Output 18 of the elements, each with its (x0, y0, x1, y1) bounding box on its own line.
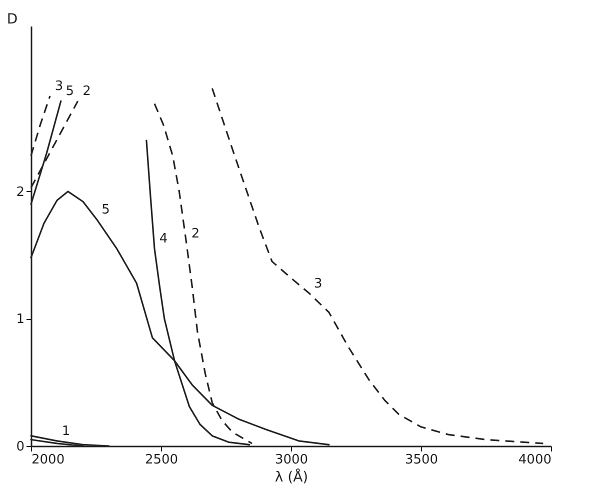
annotation: 3 (314, 276, 322, 292)
x-tick-label: 4000 (518, 452, 552, 468)
annotation: 2 (82, 84, 91, 100)
x-tick-label: 2000 (32, 452, 65, 468)
x-tick-label: 3500 (404, 452, 438, 468)
x-tick-label: 2500 (144, 452, 178, 468)
y-axis-title: D (6, 12, 18, 28)
annotation: 4 (159, 232, 168, 247)
x-axis-title: λ (Å) (274, 468, 308, 484)
annotation: 2 (191, 226, 200, 242)
annotation: 1 (62, 424, 70, 439)
annotation: 3 (54, 79, 64, 94)
y-tick-label: 2 (16, 184, 24, 200)
y-tick-label: 1 (16, 312, 24, 328)
x-tick-label: 3000 (274, 452, 308, 468)
annotation: 5 (102, 202, 110, 218)
y-tick-label: 0 (16, 440, 24, 454)
annotation: 5 (66, 84, 74, 100)
